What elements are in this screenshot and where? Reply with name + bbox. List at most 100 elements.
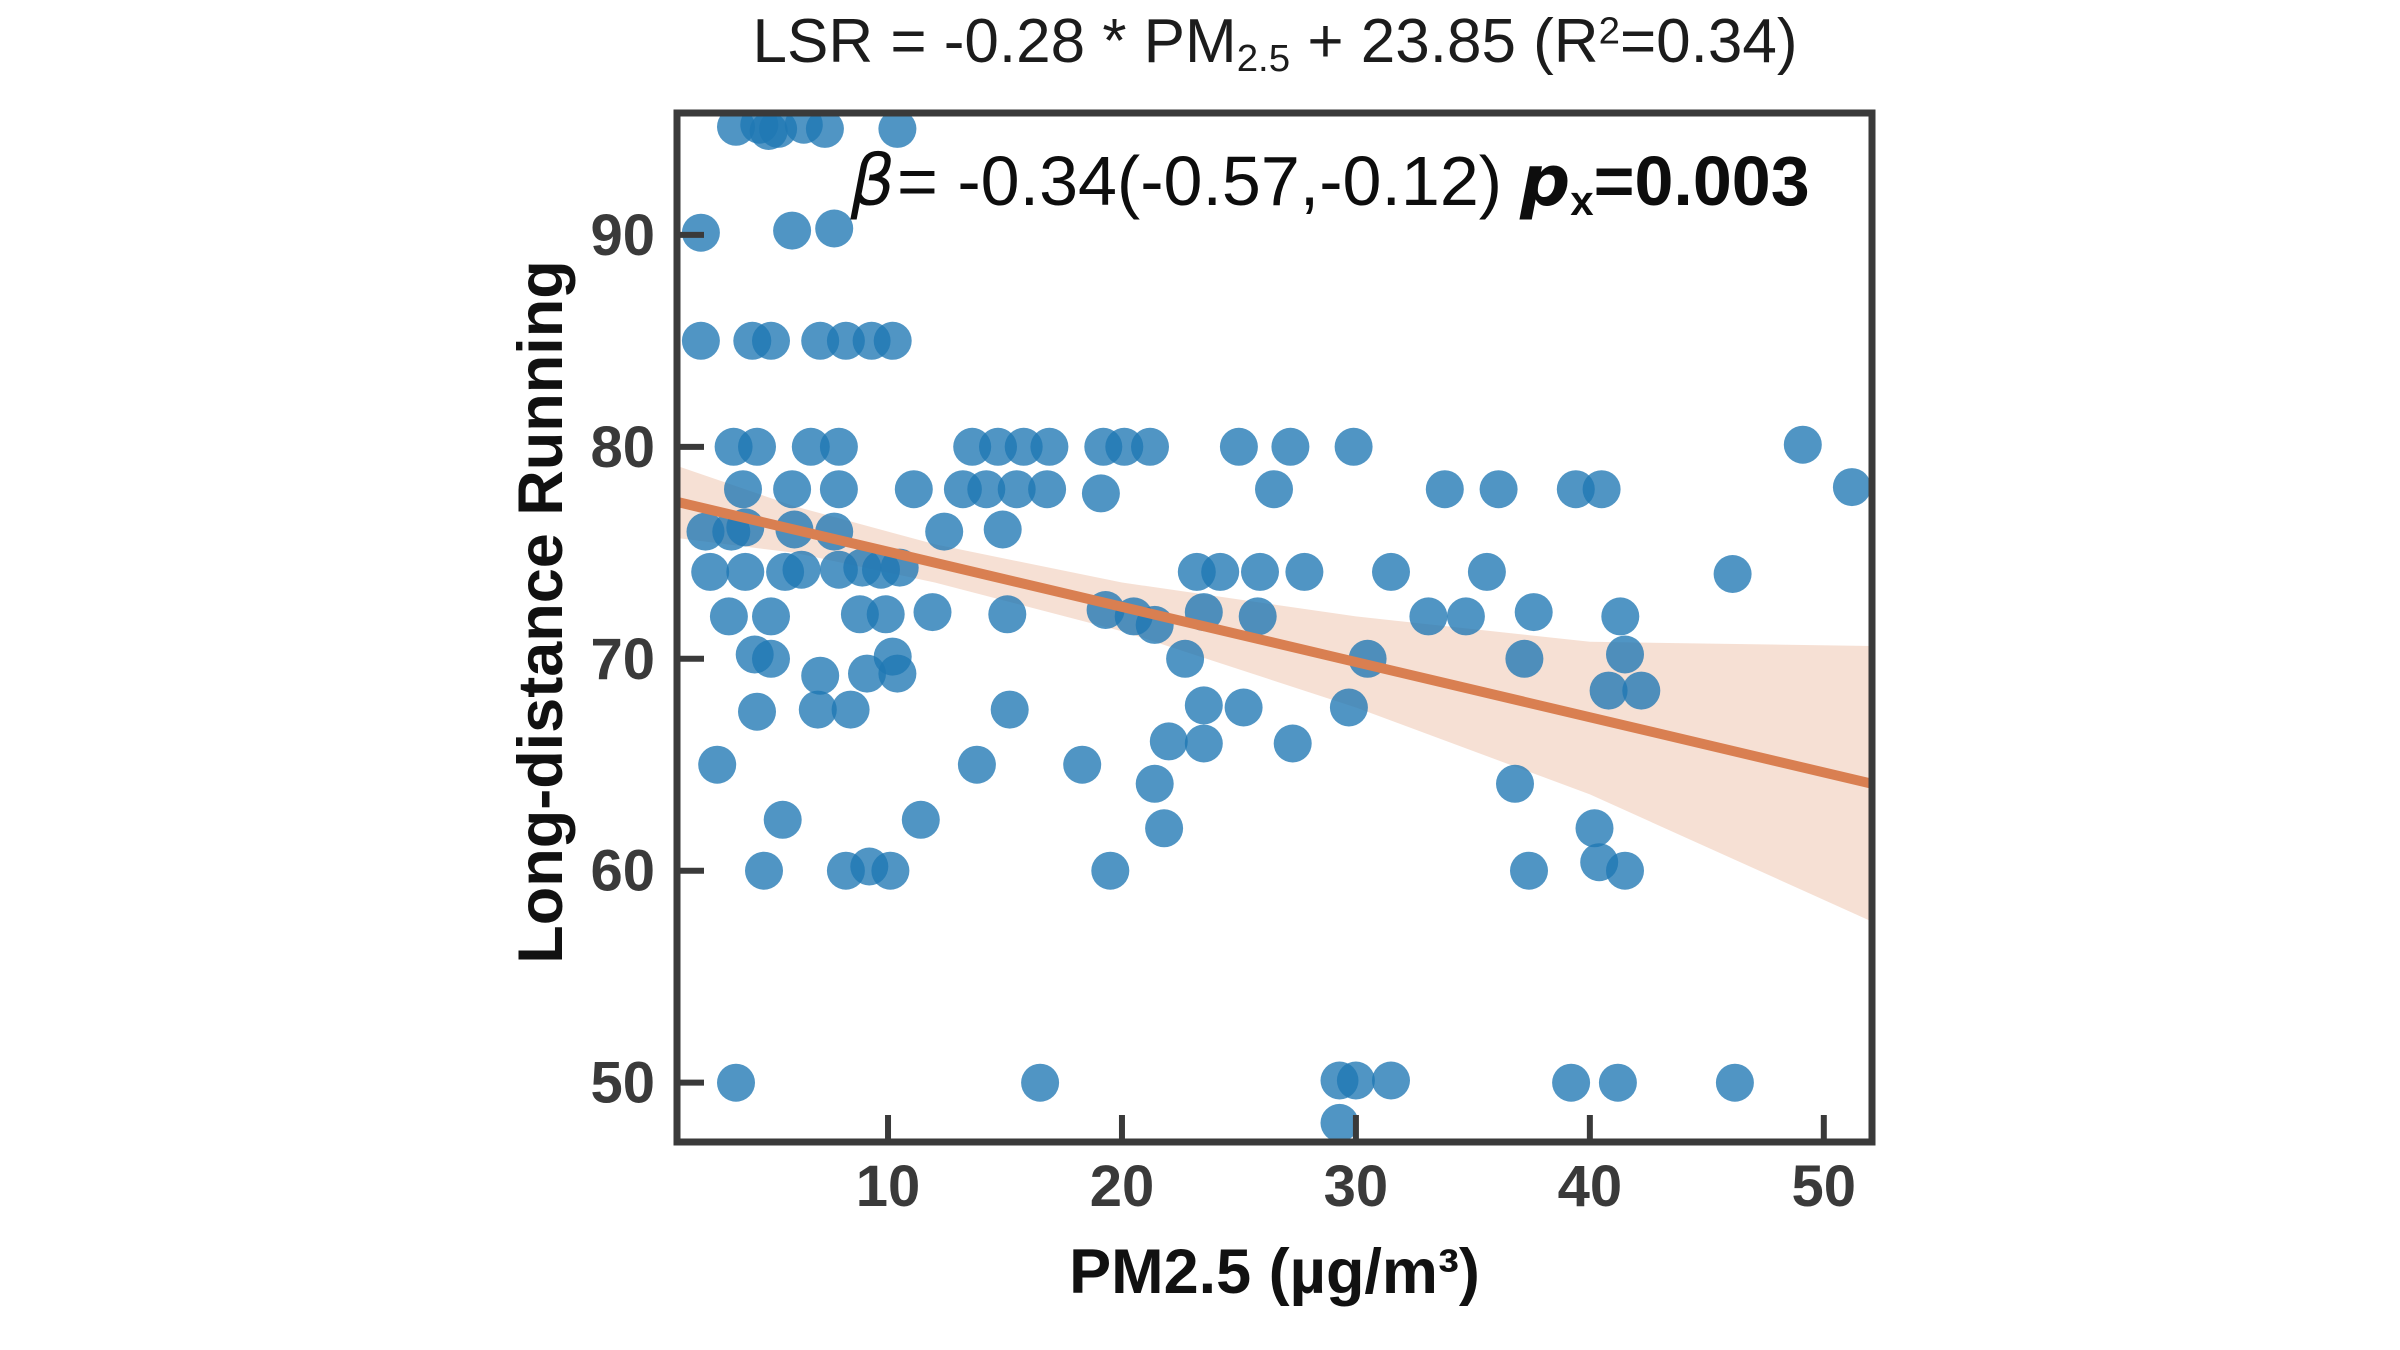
scatter-point: [738, 427, 776, 466]
plot-area: [677, 113, 1872, 1142]
scatter-point: [1255, 470, 1293, 509]
p-subscript: x: [1570, 177, 1594, 225]
title-subscript: 2.5: [1236, 37, 1291, 81]
scatter-point: [1622, 671, 1661, 710]
scatter-point: [738, 692, 776, 731]
regression-line: [677, 497, 1872, 789]
scatter-point: [1184, 686, 1223, 725]
x-axis-label: PM2.5 (µg/m³): [1069, 1237, 1480, 1307]
scatter-point: [1832, 468, 1871, 507]
scatter-point: [745, 851, 783, 890]
scatter-point: [1219, 427, 1258, 466]
scatter-point: [913, 593, 952, 632]
scatter-point: [1201, 552, 1240, 591]
scatter-point: [1409, 597, 1448, 636]
scatter-point: [1598, 1063, 1637, 1102]
scatter-point: [831, 690, 870, 729]
plot-border: [673, 109, 1876, 1146]
title-suffix: =0.34): [1619, 7, 1798, 76]
y-axis-label: Long-distance Running: [506, 260, 576, 964]
x-tick-label: 10: [856, 1154, 921, 1219]
scatter-point: [878, 113, 917, 148]
scatter-point: [1467, 552, 1506, 591]
scatter-point: [1320, 1103, 1359, 1142]
scatter-point: [990, 690, 1029, 729]
scatter-point: [967, 470, 1006, 509]
scatter-point: [691, 552, 730, 591]
scatter-point: [957, 745, 996, 784]
scatter-point: [878, 654, 917, 693]
scatter-point: [1510, 851, 1548, 890]
chart-title: LSR = -0.28 * PM2.5 + 23.85 (R2=0.34): [400, 6, 2150, 81]
scatter-point: [709, 597, 748, 636]
scatter-point: [894, 470, 933, 509]
scatter-point: [1496, 764, 1534, 803]
scatter-point: [724, 470, 762, 509]
scatter-point: [1783, 425, 1822, 464]
scatter-point: [763, 800, 802, 839]
scatter-point: [798, 690, 837, 729]
scatter-point: [925, 512, 964, 551]
p-value: =0.003: [1593, 142, 1810, 220]
title-prefix: LSR = -0.28 * PM: [752, 7, 1237, 76]
scatter-point: [1021, 1063, 1060, 1102]
scatter-point: [1166, 639, 1205, 678]
scatter-point: [773, 470, 812, 509]
scatter-point: [698, 745, 737, 784]
scatter-point: [1606, 635, 1644, 674]
scatter-point: [848, 654, 886, 693]
scatter-point: [1334, 427, 1373, 466]
scatter-point: [752, 321, 790, 360]
scatter-point: [866, 595, 905, 634]
scatter-point: [1145, 809, 1184, 848]
scatter-point: [1336, 1061, 1375, 1100]
scatter-point: [815, 209, 854, 248]
scatter-point: [1372, 552, 1410, 591]
scatter-point: [983, 510, 1022, 549]
p-value-group: px=0.003: [1520, 140, 1810, 224]
scatter-point: [1514, 593, 1553, 632]
scatter-point: [726, 552, 765, 591]
scatter-point: [1149, 722, 1188, 761]
scatter-point: [1238, 597, 1277, 636]
scatter-point: [1224, 688, 1263, 727]
scatter-point: [1479, 470, 1518, 509]
stats-annotation: β= -0.34(-0.57,-0.12) px=0.003: [600, 140, 2060, 225]
beta-symbol: β: [850, 140, 896, 222]
y-tick-label: 50: [590, 1051, 655, 1116]
scatter-point: [901, 800, 940, 839]
confidence-band: [677, 465, 1872, 922]
scatter-point: [997, 470, 1036, 509]
scatter-point: [1589, 671, 1628, 710]
scatter-point: [1091, 851, 1130, 890]
scatter-point: [752, 597, 790, 636]
scatter-point: [1241, 552, 1279, 591]
scatter-point: [873, 321, 912, 360]
scatter-point: [717, 1063, 755, 1102]
scatter-point: [819, 470, 858, 509]
scatter-point: [1552, 1063, 1591, 1102]
scatter-point: [782, 550, 821, 589]
x-tick-label: 20: [1090, 1154, 1155, 1219]
y-tick-label: 90: [590, 203, 655, 268]
scatter-point: [681, 321, 720, 360]
scatter-point: [1081, 474, 1120, 513]
scatter-point: [988, 595, 1027, 634]
annotation-body: = -0.34(-0.57,-0.12): [897, 142, 1503, 220]
scatter-point: [1582, 470, 1621, 509]
scatter-point: [1063, 745, 1102, 784]
scatter-point: [1131, 427, 1169, 466]
scatter-point: [1715, 1063, 1754, 1102]
scatter-point: [1446, 597, 1485, 636]
x-tick-label: 30: [1324, 1154, 1389, 1219]
scatter-point: [1372, 1061, 1410, 1100]
scatter-point: [1273, 724, 1312, 763]
scatter-point: [1030, 427, 1069, 466]
scatter-point: [871, 851, 910, 890]
scatter-point: [791, 427, 830, 466]
x-tick-label: 40: [1558, 1154, 1623, 1219]
scatter-point: [1271, 427, 1310, 466]
scatter-point: [819, 427, 858, 466]
